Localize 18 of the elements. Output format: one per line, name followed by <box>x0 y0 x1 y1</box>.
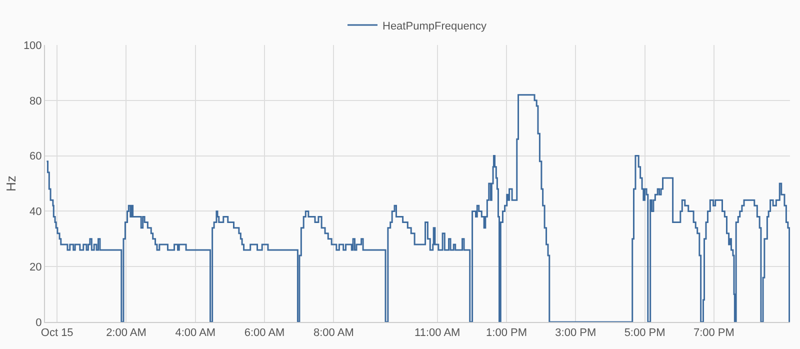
x-tick-label: 4:00 AM <box>175 327 216 340</box>
y-tick-label: 40 <box>30 206 42 218</box>
x-tick-label: 1:00 PM <box>486 327 528 340</box>
x-tick-label: 7:00 PM <box>693 327 734 340</box>
x-tick-label: 2:00 AM <box>106 327 146 340</box>
x-tick-label: Oct 15 <box>40 327 74 340</box>
x-tick-label: 11:00 AM <box>414 327 460 340</box>
y-tick-label: 60 <box>30 150 42 163</box>
y-axis-title: Hz <box>3 176 18 192</box>
y-tick-label: 80 <box>30 95 42 108</box>
x-tick-label: 6:00 AM <box>244 327 285 340</box>
legend-label: HeatPumpFrequency <box>382 20 487 32</box>
y-tick-label: 20 <box>30 261 42 274</box>
y-tick-label: 0 <box>36 316 42 329</box>
y-tick-label: 100 <box>23 40 42 52</box>
x-tick-label: 8:00 AM <box>313 327 354 340</box>
x-tick-label: 5:00 PM <box>624 327 666 340</box>
x-tick-label: 3:00 PM <box>555 327 596 340</box>
